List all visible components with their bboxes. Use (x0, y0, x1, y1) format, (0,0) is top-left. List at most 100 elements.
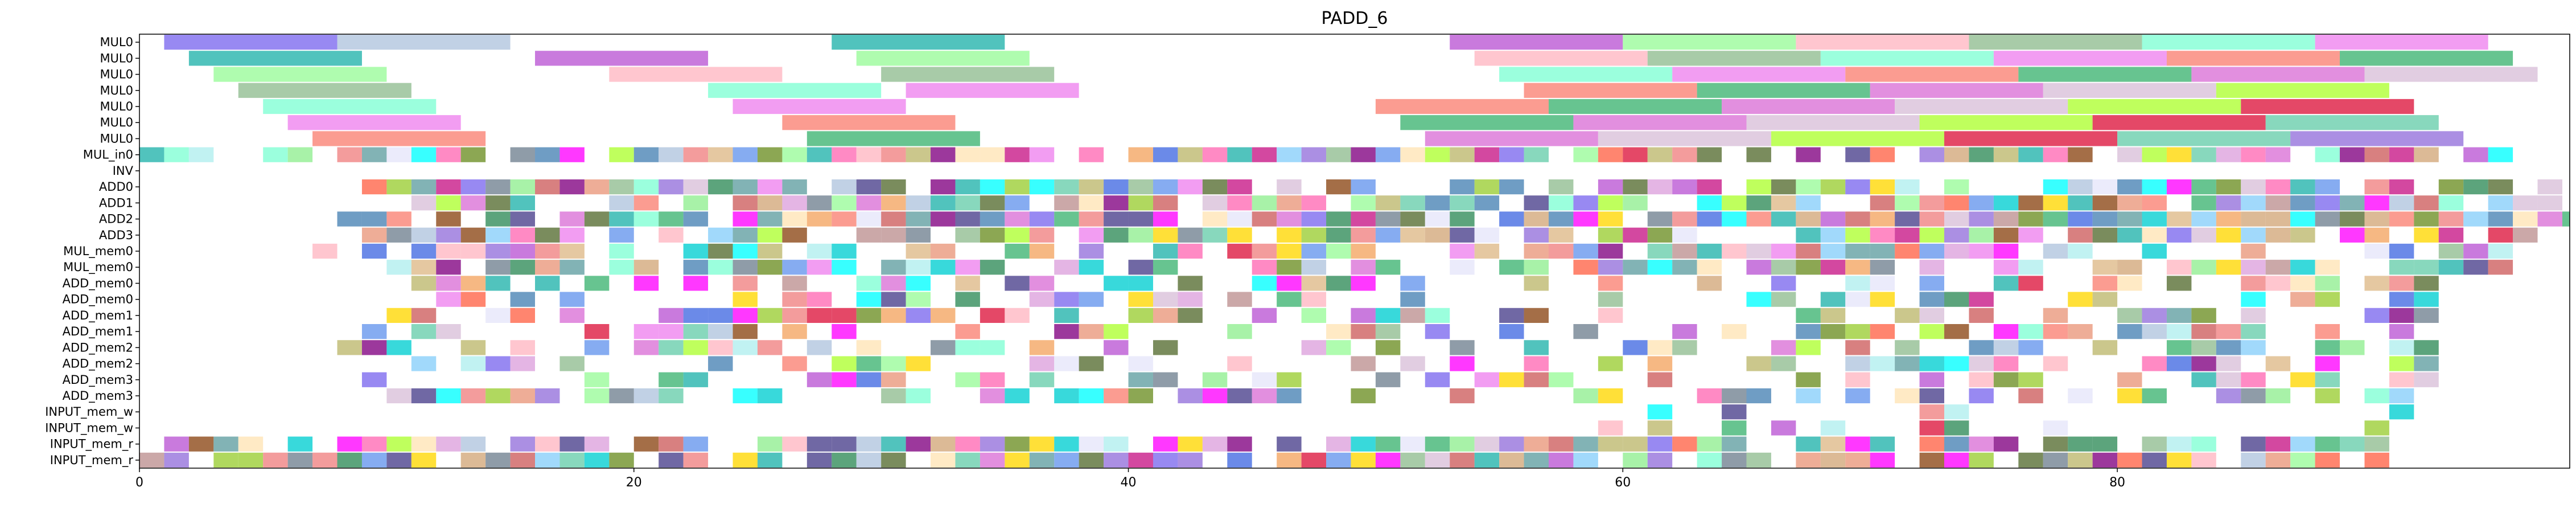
task-bar-386 (955, 227, 980, 243)
y-tick-label: ADD0 (99, 180, 133, 194)
task-bar-99 (1301, 147, 1327, 162)
task-bar-967 (1820, 436, 1846, 452)
task-bar-812 (361, 372, 387, 387)
task-bar-492 (2364, 243, 2389, 259)
task-bar-543 (1993, 260, 2019, 275)
task-bar-771 (2414, 340, 2439, 355)
task-bar-809 (2315, 356, 2340, 371)
task-bar-794 (1746, 356, 1771, 371)
task-bar-725 (2241, 324, 2266, 339)
task-bar-405 (1474, 227, 1500, 243)
task-bar-338 (1845, 211, 1870, 227)
task-bar-411 (1672, 227, 1697, 243)
task-bar-562 (485, 276, 511, 291)
task-bar-1047 (1944, 452, 1969, 468)
task-bar-671 (1598, 308, 1623, 323)
task-bar-616 (1079, 292, 1104, 307)
task-bar-472 (1598, 243, 1623, 259)
task-bar-701 (1227, 324, 1252, 339)
y-tick-label: ADD_mem0 (63, 276, 133, 290)
task-bar-372 (460, 227, 486, 243)
task-bar-48 (1919, 115, 2093, 130)
task-bar-6 (1969, 35, 2142, 50)
task-bar-1014 (980, 452, 1005, 468)
task-bar-872 (1227, 388, 1252, 404)
task-bar-959 (1573, 436, 1598, 452)
task-bar-854 (510, 388, 536, 404)
task-bar-927 (659, 436, 684, 452)
task-bar-848 (2414, 372, 2439, 387)
task-bar-735 (659, 340, 684, 355)
task-bar-345 (2018, 211, 2043, 227)
task-bar-763 (2092, 340, 2118, 355)
task-bar-945 (1178, 436, 1203, 452)
task-bar-677 (2043, 308, 2068, 323)
task-bar-766 (2216, 340, 2241, 355)
task-bar-910 (2364, 420, 2389, 436)
task-bar-703 (1351, 324, 1376, 339)
task-bar-248 (1524, 195, 1549, 211)
task-bar-29 (906, 83, 1079, 98)
task-bar-815 (683, 372, 709, 387)
task-bar-341 (1919, 211, 1945, 227)
task-bar-352 (2191, 211, 2216, 227)
task-bar-257 (1796, 195, 1821, 211)
task-bar-73 (609, 147, 634, 162)
task-bar-598 (2290, 276, 2315, 291)
task-bar-961 (1623, 436, 1648, 452)
y-tick-label: MUL0 (100, 100, 133, 113)
task-bar-496 (2488, 243, 2513, 259)
task-bar-603 (436, 292, 461, 307)
task-bar-950 (1351, 436, 1376, 452)
task-bar-346 (2043, 211, 2068, 227)
task-bar-779 (832, 356, 857, 371)
task-bar-407 (1548, 227, 1574, 243)
task-bar-473 (1647, 243, 1673, 259)
task-bar-791 (1524, 356, 1549, 371)
task-bar-972 (1969, 436, 1994, 452)
task-bar-888 (2068, 388, 2093, 404)
task-bar-401 (1375, 227, 1401, 243)
task-bar-393 (1153, 227, 1178, 243)
task-bar-841 (2117, 372, 2142, 387)
task-bar-26 (2364, 67, 2538, 82)
task-bar-568 (782, 276, 807, 291)
task-bar-643 (510, 308, 536, 323)
task-bar-200 (2191, 179, 2216, 195)
task-bar-318 (1301, 211, 1327, 227)
task-bar-742 (931, 340, 956, 355)
task-bar-188 (1796, 179, 1821, 195)
task-bar-310 (1079, 211, 1104, 227)
task-bar-748 (1301, 340, 1327, 355)
task-bar-923 (535, 436, 560, 452)
task-bar-465 (1326, 243, 1351, 259)
task-bar-600 (2364, 276, 2389, 291)
task-bar-383 (856, 227, 882, 243)
task-bar-222 (782, 195, 807, 211)
task-bar-862 (881, 388, 906, 404)
task-bar-382 (782, 227, 807, 243)
task-bar-173 (1227, 179, 1252, 195)
task-bar-1030 (1425, 452, 1450, 468)
task-bar-518 (1054, 260, 1079, 275)
task-bar-516 (955, 260, 980, 275)
task-bar-606 (559, 292, 585, 307)
task-bar-41 (2068, 99, 2241, 114)
task-bar-709 (1722, 324, 1747, 339)
task-bar-697 (955, 324, 980, 339)
task-bar-602 (2414, 276, 2439, 291)
task-bar-418 (1944, 227, 1969, 243)
task-bar-819 (881, 372, 906, 387)
task-bar-307 (1005, 211, 1030, 227)
task-bar-1056 (2191, 452, 2216, 468)
task-bar-122 (1993, 147, 2019, 162)
task-bar-704 (1375, 324, 1401, 339)
task-bar-1006 (733, 452, 758, 468)
task-bar-909 (2043, 420, 2068, 436)
task-bar-614 (1029, 292, 1055, 307)
task-bar-31 (1697, 83, 1870, 98)
task-bar-1023 (1227, 452, 1252, 468)
task-bar-296 (733, 211, 758, 227)
task-bar-756 (1771, 340, 1796, 355)
task-bar-101 (1351, 147, 1376, 162)
